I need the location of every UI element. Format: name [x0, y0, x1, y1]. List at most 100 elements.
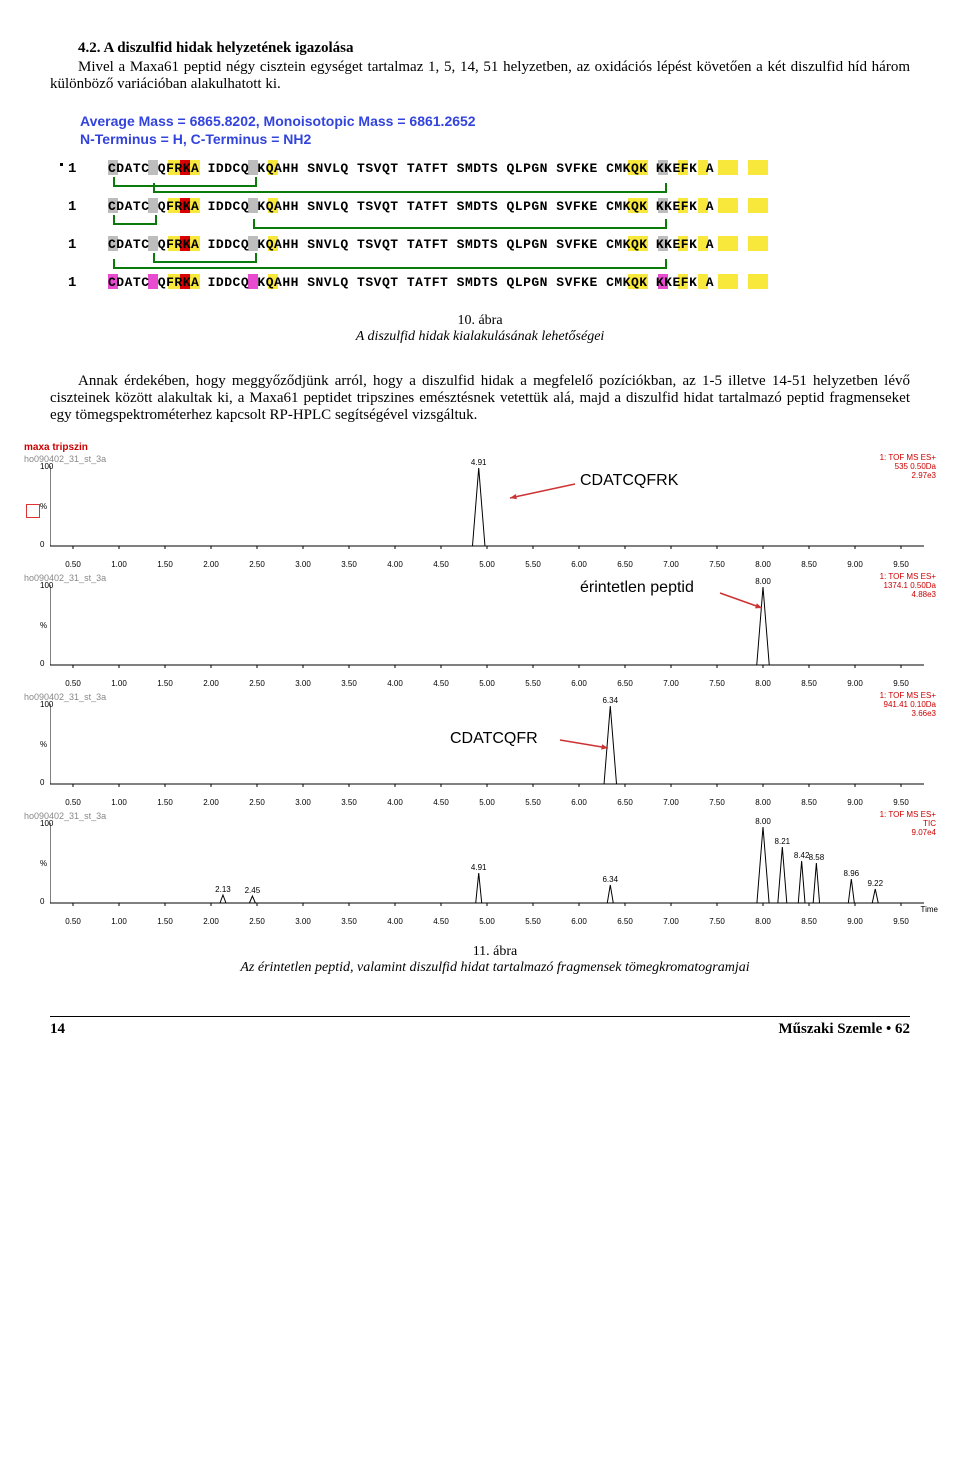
x-tick: 6.00 — [556, 798, 602, 807]
disulfide-bond — [153, 253, 257, 263]
y-tick: 0 — [40, 540, 44, 549]
x-tick: 3.00 — [280, 560, 326, 569]
section-para-2: Annak érdekében, hogy meggyőződjünk arró… — [50, 373, 910, 424]
x-tick: 2.00 — [188, 798, 234, 807]
section-heading: 4.2. A diszulfid hidak helyzetének igazo… — [50, 40, 910, 57]
fragment-label: CDATCQFRK — [580, 472, 678, 490]
peak-label: 4.91 — [471, 863, 487, 872]
x-tick: 6.50 — [602, 917, 648, 926]
terminus-line: N-Terminus = H, C-Terminus = NH2 — [80, 131, 910, 147]
mass-line: Average Mass = 6865.8202, Monoisotopic M… — [80, 113, 910, 129]
x-tick: 1.50 — [142, 917, 188, 926]
sequence-index: 1 — [50, 237, 108, 253]
x-tick: 2.50 — [234, 917, 280, 926]
chromatogram-panel: maxa tripszinho090402_31_st_3a1: TOF MS … — [20, 454, 940, 569]
x-tick: 8.00 — [740, 798, 786, 807]
x-tick: 8.00 — [740, 917, 786, 926]
sequence-body: CDATC QFRKA IDDCQ KQAHH SNVLQ TSVQT TATF… — [108, 161, 714, 176]
fragment-label: CDATCQFR — [450, 730, 538, 748]
arrow-icon — [714, 587, 768, 614]
sample-id: ho090402_31_st_3a — [24, 454, 106, 464]
x-tick: 5.50 — [510, 798, 556, 807]
x-tick: 5.00 — [464, 679, 510, 688]
x-tick: 8.50 — [786, 798, 832, 807]
sequence-row: 1CDATC QFRKA IDDCQ KQAHH SNVLQ TSVQT TAT… — [50, 199, 910, 215]
residue-highlight — [718, 236, 738, 251]
figure-10: Average Mass = 6865.8202, Monoisotopic M… — [50, 113, 910, 345]
x-tick: 9.50 — [878, 560, 924, 569]
figure-10-caption: 10. ábra A diszulfid hidak kialakulásána… — [50, 313, 910, 345]
x-tick: 8.50 — [786, 560, 832, 569]
peak-label: 6.34 — [602, 696, 618, 705]
peak-label: 9.22 — [867, 879, 883, 888]
sample-id: ho090402_31_st_3a — [24, 573, 106, 583]
sequence-body: CDATC QFRKA IDDCQ KQAHH SNVLQ TSVQT TATF… — [108, 237, 714, 252]
x-tick: 5.00 — [464, 560, 510, 569]
x-tick: 0.50 — [50, 679, 96, 688]
x-tick: 3.50 — [326, 679, 372, 688]
x-tick: 6.50 — [602, 798, 648, 807]
residue-highlight — [748, 160, 758, 175]
x-tick: 7.00 — [648, 917, 694, 926]
peak-label: 8.00 — [755, 577, 771, 586]
figure-11: maxa tripszinho090402_31_st_3a1: TOF MS … — [20, 454, 940, 976]
x-tick: 1.50 — [142, 560, 188, 569]
x-axis: 0.501.001.502.002.503.003.504.004.505.00… — [50, 560, 924, 569]
x-tick: 8.50 — [786, 917, 832, 926]
x-tick: 0.50 — [50, 560, 96, 569]
x-tick: 7.00 — [648, 560, 694, 569]
x-tick: 5.00 — [464, 798, 510, 807]
residue-highlight — [748, 236, 758, 251]
disulfide-bond — [253, 219, 667, 229]
x-tick: 3.00 — [280, 798, 326, 807]
figure-11-number: 11. ábra — [473, 944, 518, 959]
x-tick: 4.50 — [418, 560, 464, 569]
x-axis: 0.501.001.502.002.503.003.504.004.505.00… — [50, 798, 924, 807]
x-tick: 4.00 — [372, 679, 418, 688]
x-tick: 9.00 — [832, 560, 878, 569]
x-tick: 1.50 — [142, 798, 188, 807]
x-tick: 4.00 — [372, 560, 418, 569]
sample-id: ho090402_31_st_3a — [24, 692, 106, 702]
y-tick: 0 — [40, 659, 44, 668]
x-tick: 6.50 — [602, 560, 648, 569]
x-tick: 3.50 — [326, 917, 372, 926]
sequence-body: CDATC QFRKA IDDCQ KQAHH SNVLQ TSVQT TATF… — [108, 275, 714, 290]
x-tick: 2.00 — [188, 917, 234, 926]
residue-highlight — [758, 236, 768, 251]
x-tick: 4.50 — [418, 798, 464, 807]
sequence-text: CDATC QFRKA IDDCQ KQAHH SNVLQ TSVQT TATF… — [108, 275, 714, 290]
peak-label: 8.96 — [844, 869, 860, 878]
residue-highlight — [758, 274, 768, 289]
x-tick: 1.00 — [96, 679, 142, 688]
disulfide-bond — [153, 183, 667, 193]
y-label: % — [40, 740, 47, 749]
peak-label: 2.13 — [215, 885, 231, 894]
x-tick: 6.50 — [602, 679, 648, 688]
arrow-icon — [554, 734, 614, 754]
x-tick: 7.50 — [694, 798, 740, 807]
residue-highlight — [748, 198, 758, 213]
page-footer: 14 Műszaki Szemle • 62 — [50, 1016, 910, 1038]
y-label: % — [40, 502, 47, 511]
x-tick: 1.00 — [96, 798, 142, 807]
x-tick: 5.50 — [510, 679, 556, 688]
sequence-text: CDATC QFRKA IDDCQ KQAHH SNVLQ TSVQT TATF… — [108, 237, 714, 252]
row-marker-icon — [60, 163, 63, 166]
peak-label: 8.58 — [809, 853, 825, 862]
arrow-icon — [504, 478, 581, 504]
x-tick: 6.00 — [556, 560, 602, 569]
page-number: 14 — [50, 1021, 65, 1038]
x-tick: 7.50 — [694, 560, 740, 569]
figure-11-caption-text: Az érintetlen peptid, valamint diszulfid… — [240, 960, 749, 975]
x-tick: 1.50 — [142, 679, 188, 688]
x-tick: 4.50 — [418, 679, 464, 688]
residue-highlight — [718, 160, 738, 175]
x-tick: 5.50 — [510, 917, 556, 926]
sequence-row: 1CDATC QFRKA IDDCQ KQAHH SNVLQ TSVQT TAT… — [50, 275, 910, 291]
journal-name: Műszaki Szemle • 62 — [779, 1021, 910, 1038]
x-tick: 2.50 — [234, 560, 280, 569]
chromatogram-panel: ho090402_31_st_3a1: TOF MS ES+1374.1 0.5… — [20, 573, 940, 688]
figure-10-caption-text: A diszulfid hidak kialakulásának lehetős… — [356, 329, 605, 344]
sequence-rows: 1CDATC QFRKA IDDCQ KQAHH SNVLQ TSVQT TAT… — [50, 161, 910, 291]
